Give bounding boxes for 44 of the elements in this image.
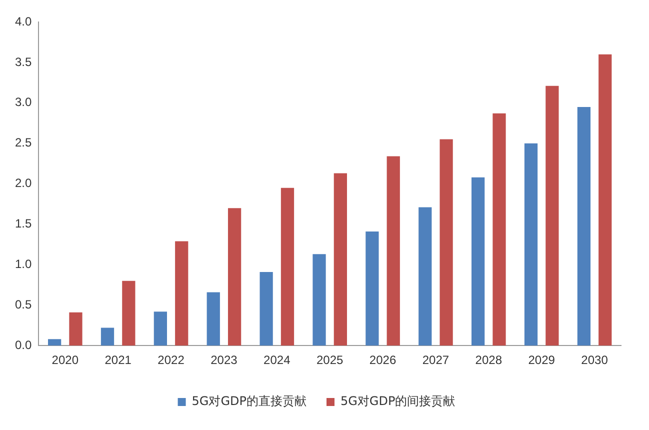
legend-label: 5G对GDP的间接贡献 xyxy=(340,394,456,408)
bar xyxy=(154,312,168,346)
bar xyxy=(260,272,273,346)
x-tick-label: 2029 xyxy=(528,353,556,368)
bar xyxy=(577,106,591,346)
y-tick-label: 3.5 xyxy=(14,54,32,69)
bar xyxy=(386,156,400,346)
x-tick-label: 2026 xyxy=(369,353,396,368)
bar xyxy=(69,312,82,346)
y-tick-label: 1.0 xyxy=(14,257,32,272)
bar xyxy=(546,86,559,346)
bar xyxy=(206,292,220,346)
x-tick-label: 2028 xyxy=(475,353,502,368)
y-tick-label: 2.0 xyxy=(14,176,32,190)
x-tick-label: 2025 xyxy=(316,353,344,368)
legend-label: 5G对GDP的直接贡献 xyxy=(192,394,307,408)
x-tick-label: 2024 xyxy=(264,353,291,368)
y-tick-label: 0.0 xyxy=(14,338,32,352)
bar xyxy=(472,177,485,346)
bar xyxy=(48,339,62,346)
bar xyxy=(312,254,326,346)
y-tick-label: 1.5 xyxy=(14,216,32,231)
bar xyxy=(175,241,188,346)
bar xyxy=(598,54,612,346)
x-tick-label: 2022 xyxy=(158,353,185,368)
y-tick-label: 4.0 xyxy=(14,14,32,28)
x-tick-label: 2030 xyxy=(581,353,608,368)
y-tick-label: 3.0 xyxy=(14,95,32,110)
bar xyxy=(492,113,506,346)
bar xyxy=(334,173,347,346)
x-tick-label: 2023 xyxy=(210,353,238,368)
bar xyxy=(366,232,379,346)
y-tick-label: 0.5 xyxy=(14,297,32,312)
x-tick-label: 2020 xyxy=(52,353,79,368)
y-tick-label: 2.5 xyxy=(14,136,32,150)
bar xyxy=(418,207,432,346)
x-tick-label: 2027 xyxy=(422,353,450,368)
bar xyxy=(280,188,294,346)
bar xyxy=(524,143,538,346)
x-tick-label: 2021 xyxy=(104,353,132,368)
bar xyxy=(100,328,114,346)
bar xyxy=(228,208,242,346)
bar xyxy=(122,280,136,346)
bar xyxy=(440,139,453,346)
